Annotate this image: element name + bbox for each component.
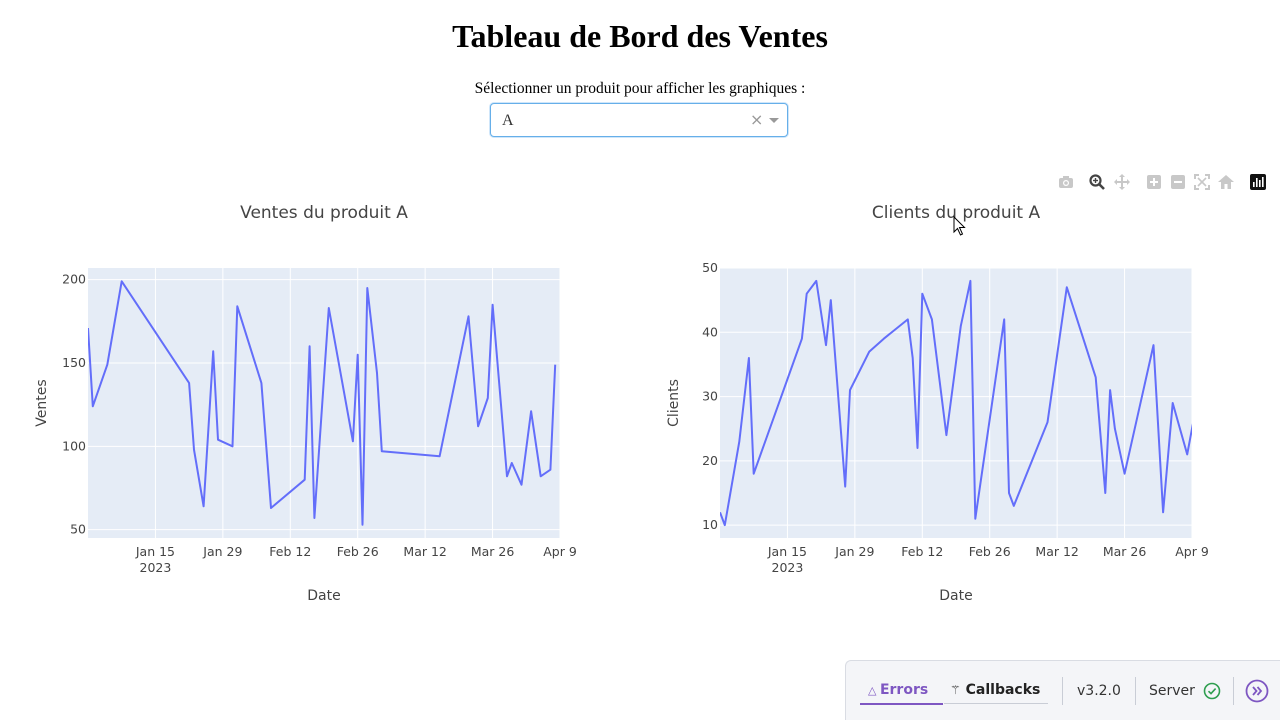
clear-icon[interactable]: × bbox=[750, 110, 764, 129]
x-tick-label: Jan 29 bbox=[202, 544, 242, 559]
dash-devtools-bar: △ Errors ⚚ Callbacks v3.2.0 Server bbox=[845, 660, 1280, 720]
callbacks-tab-label: Callbacks bbox=[965, 682, 1041, 698]
x-tick-label: Feb 26 bbox=[337, 544, 379, 559]
x-tick-label: Feb 26 bbox=[969, 544, 1011, 559]
callbacks-tab-underline bbox=[944, 703, 1048, 704]
plot-modebar bbox=[0, 173, 1280, 193]
page-title: Tableau de Bord des Ventes bbox=[452, 18, 828, 54]
y-tick-label: 40 bbox=[702, 324, 718, 339]
product-select-label: Sélectionner un produit pour afficher le… bbox=[474, 80, 806, 97]
plot-area bbox=[720, 268, 1192, 538]
zoom-icon[interactable] bbox=[1088, 173, 1106, 191]
divider bbox=[1062, 677, 1063, 705]
x-axis-label: Date bbox=[307, 588, 340, 604]
series-line bbox=[88, 280, 557, 526]
y-tick-label: 150 bbox=[62, 355, 86, 370]
x-tick-label: Jan 29 bbox=[834, 544, 874, 559]
callbacks-tab[interactable]: ⚚ Callbacks bbox=[950, 682, 1040, 704]
reset-axes-icon[interactable] bbox=[1217, 173, 1235, 191]
y-axis-label: Ventes bbox=[34, 379, 50, 426]
y-tick-label: 200 bbox=[62, 272, 86, 287]
y-tick-label: 30 bbox=[702, 389, 718, 404]
plot-area bbox=[88, 268, 560, 538]
server-status-label: Server bbox=[1149, 683, 1195, 699]
x-tick-label: Apr 9 bbox=[1175, 544, 1209, 559]
series-line bbox=[720, 279, 1192, 527]
camera-icon[interactable] bbox=[1057, 173, 1075, 191]
expand-devtools-icon[interactable] bbox=[1245, 679, 1269, 703]
clients-chart[interactable]: Jan 15 Jan 29 Feb 12 Feb 26 Mar 12 Mar 26 Apr … bbox=[640, 190, 1260, 610]
divider bbox=[1233, 677, 1234, 705]
x-tick-label: Apr 9 bbox=[543, 544, 577, 559]
x-tick-label: Jan 15 bbox=[767, 544, 807, 559]
chart-title: Clients du produit A bbox=[872, 203, 1041, 223]
y-tick-label: 20 bbox=[702, 453, 718, 468]
y-tick-label: 100 bbox=[62, 438, 86, 453]
errors-tab[interactable]: △ Errors bbox=[868, 682, 928, 704]
y-axis-label: Clients bbox=[666, 379, 682, 427]
zoom-out-icon[interactable] bbox=[1169, 173, 1187, 191]
x-tick-year-label: 2023 bbox=[140, 560, 172, 575]
pan-icon[interactable] bbox=[1113, 173, 1131, 191]
x-tick-label: Mar 12 bbox=[1035, 544, 1078, 559]
sales-chart[interactable]: Jan 15 Jan 29 Feb 12 Feb 26 Mar 12 Mar 26 Apr … bbox=[0, 190, 620, 610]
y-tick-label: 50 bbox=[702, 260, 718, 275]
autoscale-icon[interactable] bbox=[1193, 173, 1211, 191]
x-tick-year-label: 2023 bbox=[772, 560, 804, 575]
zoom-in-icon[interactable] bbox=[1145, 173, 1163, 191]
x-tick-label: Feb 12 bbox=[901, 544, 943, 559]
y-tick-label: 10 bbox=[702, 517, 718, 532]
divider bbox=[1135, 677, 1136, 705]
x-axis-label: Date bbox=[939, 588, 972, 604]
x-tick-label: Feb 12 bbox=[269, 544, 311, 559]
x-tick-label: Mar 12 bbox=[403, 544, 446, 559]
x-tick-label: Mar 26 bbox=[471, 544, 515, 559]
x-tick-label: Jan 15 bbox=[135, 544, 175, 559]
plotly-logo-icon[interactable] bbox=[1249, 173, 1267, 191]
product-dropdown[interactable]: A × bbox=[490, 103, 788, 137]
callbacks-icon: ⚚ bbox=[950, 683, 961, 697]
chart-title: Ventes du produit A bbox=[240, 203, 408, 223]
errors-tab-underline bbox=[860, 703, 943, 705]
warning-triangle-icon: △ bbox=[868, 684, 880, 697]
check-circle-icon bbox=[1203, 682, 1221, 700]
dropdown-selected-value: A bbox=[502, 112, 514, 129]
chevron-down-icon[interactable] bbox=[769, 118, 779, 123]
x-tick-label: Mar 26 bbox=[1103, 544, 1147, 559]
y-tick-label: 50 bbox=[70, 522, 86, 537]
errors-tab-label: Errors bbox=[879, 682, 929, 698]
mouse-cursor-icon bbox=[953, 216, 966, 236]
version-label: v3.2.0 bbox=[1077, 683, 1121, 699]
